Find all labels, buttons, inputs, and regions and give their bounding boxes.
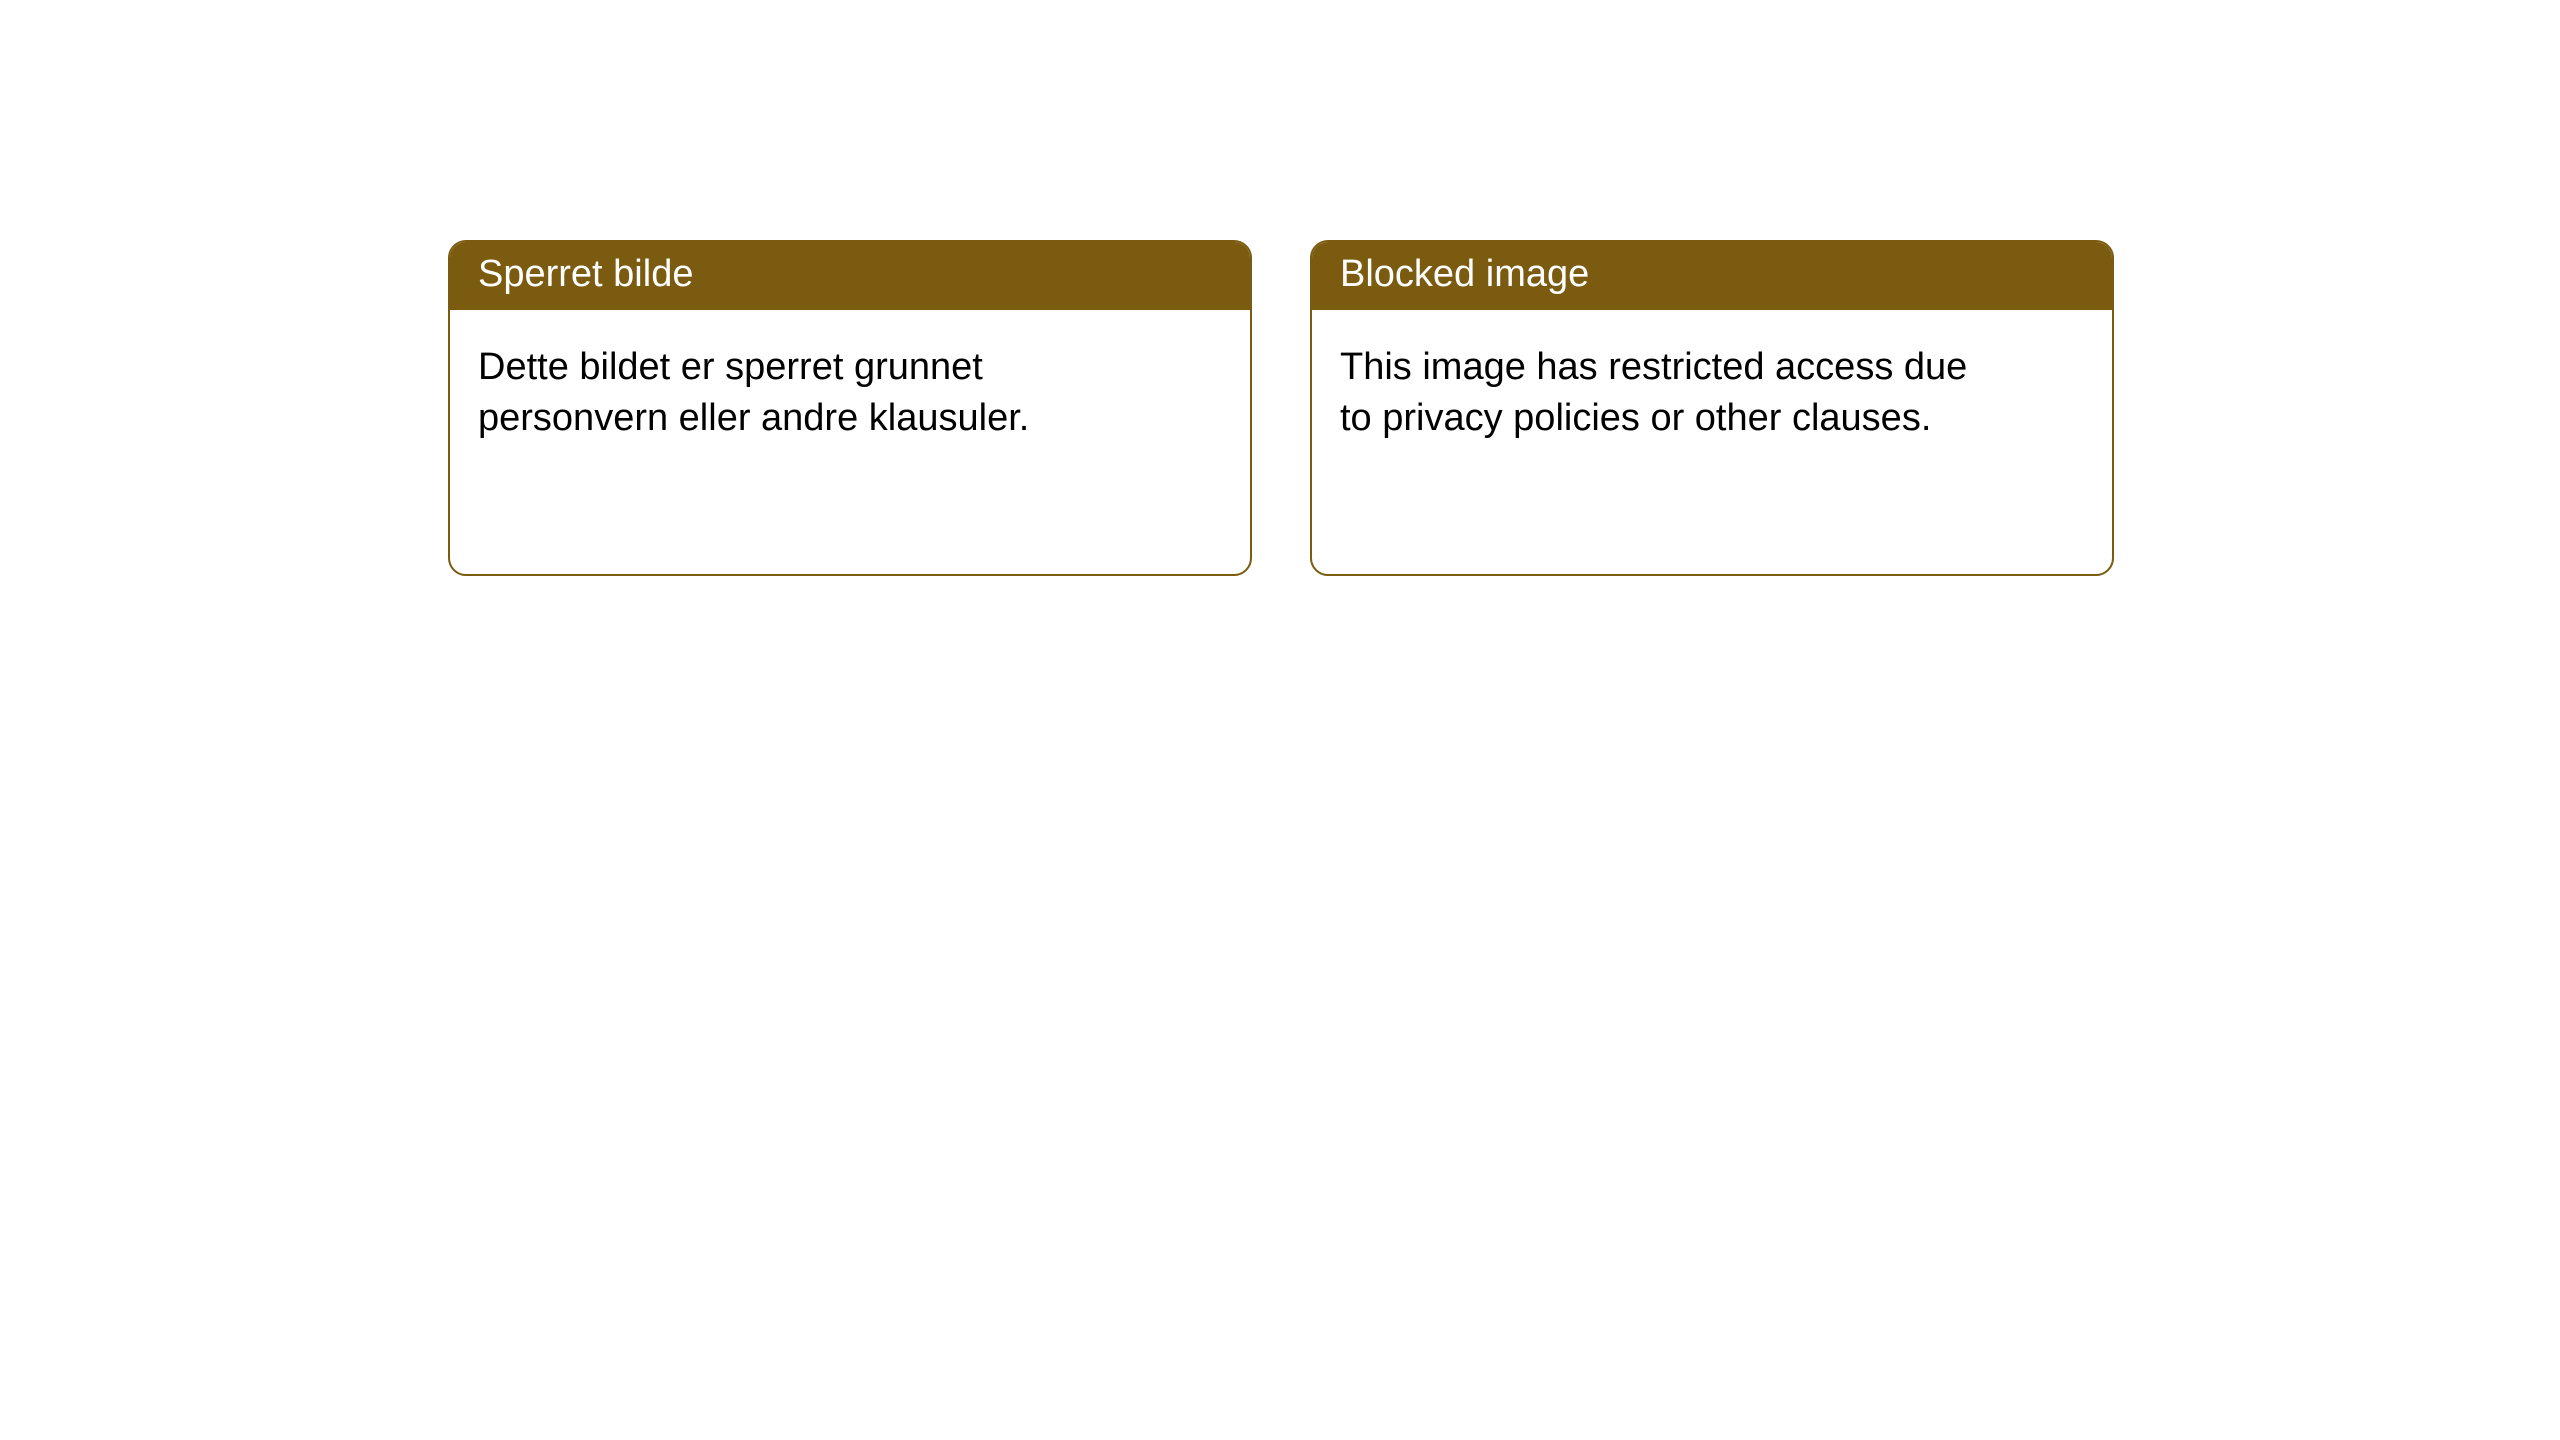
card-body: Dette bildet er sperret grunnet personve… xyxy=(450,310,1150,477)
card-body: This image has restricted access due to … xyxy=(1312,310,2012,477)
card-header: Blocked image xyxy=(1312,242,2112,310)
notice-card-norwegian: Sperret bilde Dette bildet er sperret gr… xyxy=(448,240,1252,576)
card-header: Sperret bilde xyxy=(450,242,1250,310)
notice-container: Sperret bilde Dette bildet er sperret gr… xyxy=(0,0,2560,576)
notice-card-english: Blocked image This image has restricted … xyxy=(1310,240,2114,576)
